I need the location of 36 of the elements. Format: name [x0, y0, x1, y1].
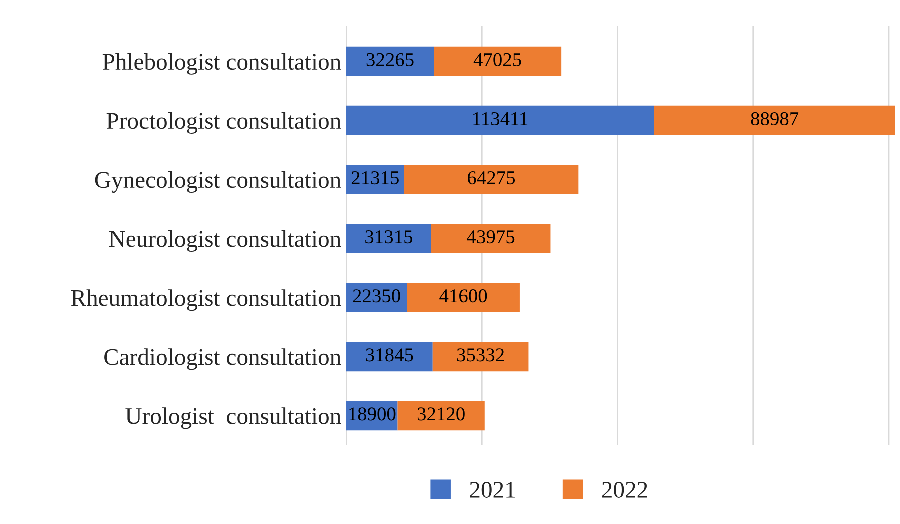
data-label: 31845: [366, 348, 414, 362]
bar: [407, 283, 520, 313]
data-label: 47025: [474, 53, 522, 66]
data-label: 41600: [440, 290, 488, 303]
y-tick-label: Rheumatologist consultation: [71, 290, 342, 312]
bar: [398, 401, 485, 431]
data-label: 31315: [366, 230, 413, 244]
legend-label: 2021: [470, 482, 515, 498]
y-tick-label: Proctologist consultation: [106, 112, 342, 134]
bar: [404, 164, 579, 194]
y-tick-label: Neurologist consultation: [110, 230, 342, 252]
data-label: 88987: [751, 112, 799, 126]
bar: [346, 224, 432, 254]
y-tick-label: Gynecologist consultation: [95, 172, 342, 193]
bar: [654, 106, 896, 136]
data-label: 32120: [418, 408, 465, 421]
data-label: 43975: [467, 230, 515, 244]
data-label: 22350: [353, 290, 400, 303]
data-label: 32265: [366, 53, 414, 66]
y-tick-label: Cardiologist consultation: [104, 348, 342, 370]
bar: [346, 342, 433, 372]
data-label: 18900: [350, 408, 396, 421]
legend-label: 2022: [602, 482, 648, 498]
bar: [346, 164, 404, 194]
data-label: 113411: [474, 112, 528, 126]
data-label: 64275: [468, 172, 516, 185]
bar: [432, 342, 529, 372]
data-label: 21315: [352, 172, 399, 185]
bar: [434, 46, 562, 76]
bar: [346, 283, 408, 313]
data-label: 35332: [457, 348, 504, 362]
bar: [431, 224, 551, 254]
bar: [346, 106, 654, 136]
y-tick-label: Urologist consultation: [126, 408, 342, 430]
y-tick-label: Phlebologist consultation: [102, 53, 342, 75]
bar: [346, 46, 434, 76]
